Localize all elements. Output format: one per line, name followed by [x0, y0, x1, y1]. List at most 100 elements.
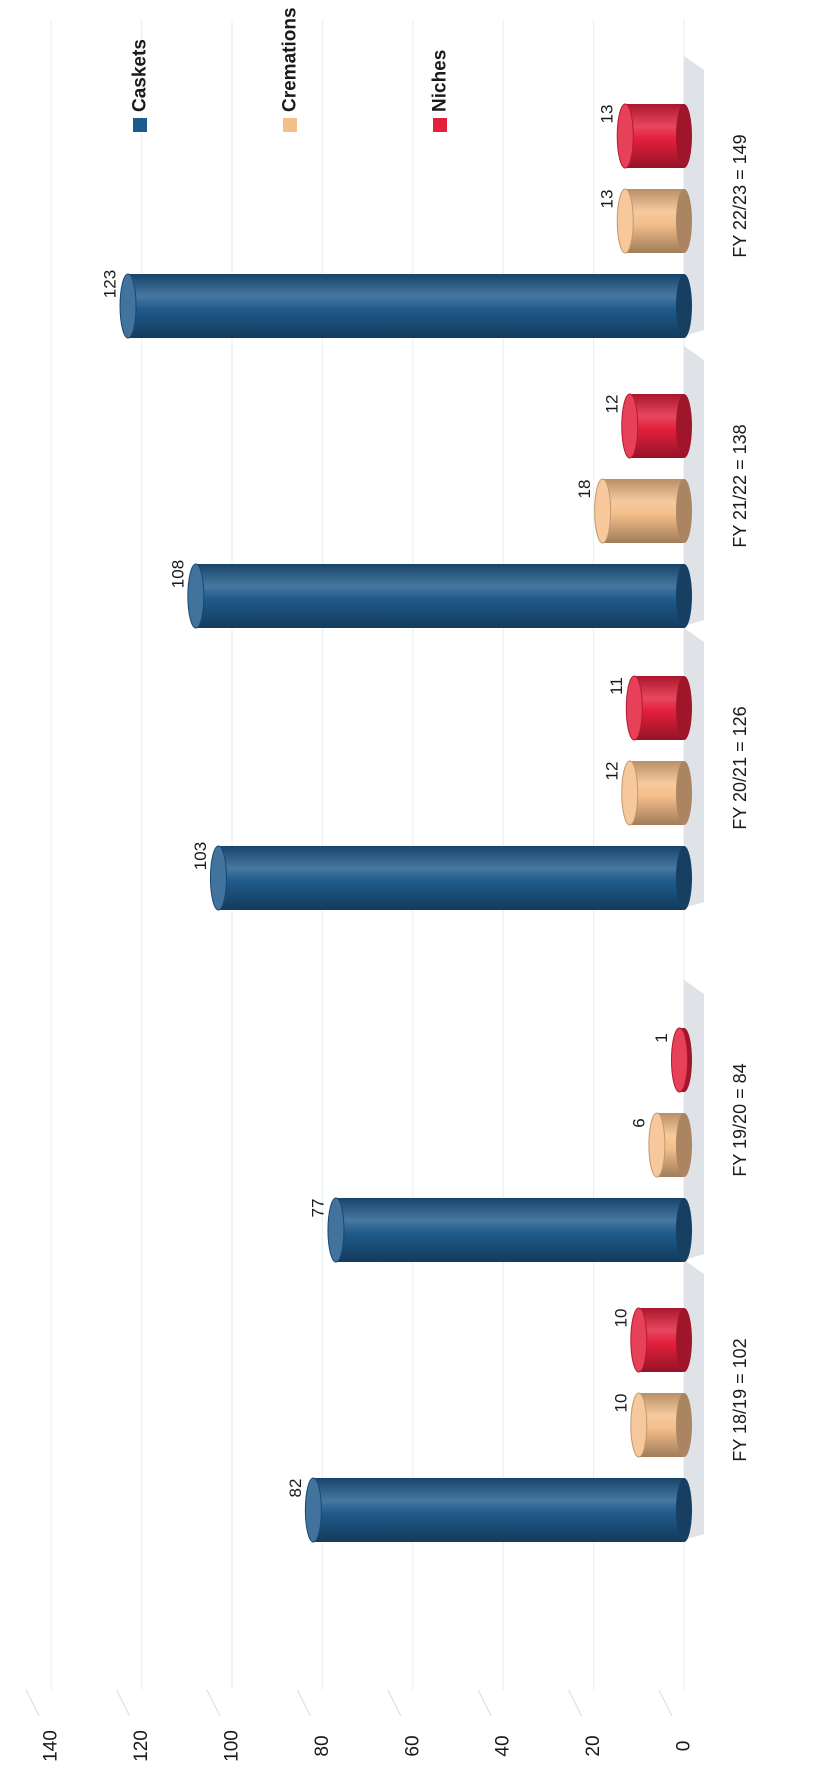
gridline-perspective: [387, 1689, 402, 1717]
bar-base: [676, 274, 692, 338]
legend-swatch: [133, 118, 147, 132]
value-axis-tick-label: 120: [131, 1730, 152, 1762]
category-label: FY 22/23 = 149: [730, 134, 750, 257]
bar-niches-4: [616, 103, 692, 169]
bar-cremations-4: [616, 188, 692, 254]
bar-niches-1: [670, 1027, 692, 1093]
gridline-perspective: [568, 1689, 583, 1717]
legend-label: Cremations: [280, 7, 301, 112]
bar-base: [676, 676, 692, 740]
data-label: 123: [101, 270, 120, 298]
value-axis-tick-label: 100: [222, 1730, 243, 1762]
value-axis-tick-label: 20: [583, 1735, 604, 1756]
data-label: 82: [286, 1479, 305, 1498]
legend-label: Niches: [430, 50, 451, 112]
bar-body: [335, 1198, 684, 1262]
data-label: 6: [629, 1118, 648, 1127]
bar-body: [625, 104, 684, 168]
bar-cremations-3: [594, 478, 692, 544]
gridline-perspective: [116, 1689, 131, 1717]
legend-entry-niches: Niches: [430, 50, 451, 132]
bar-body: [629, 761, 684, 825]
bar-caskets-2: [209, 845, 692, 911]
bar-body: [313, 1478, 684, 1542]
value-axis-tick-label: 80: [312, 1735, 333, 1756]
gridline-perspective: [25, 1689, 40, 1717]
bar-niches-3: [621, 393, 692, 459]
bar-base: [676, 564, 692, 628]
data-label: 10: [611, 1309, 630, 1328]
data-label: 11: [607, 677, 626, 695]
bar-base: [676, 846, 692, 910]
value-axis-tick-label: 40: [493, 1735, 514, 1756]
bar-base: [676, 1478, 692, 1542]
bar-cap: [621, 760, 639, 826]
bar-cap: [648, 1112, 666, 1178]
gridline-perspective: [477, 1689, 492, 1717]
bar-body: [195, 564, 684, 628]
bar-cap: [670, 1027, 688, 1093]
bar-cap: [327, 1197, 345, 1263]
bar-caskets-1: [327, 1197, 692, 1263]
legend-entry-cremations: Cremations: [280, 7, 301, 132]
legend-label: Caskets: [130, 39, 151, 112]
data-label: 108: [168, 560, 187, 588]
data-label: 1: [652, 1033, 671, 1042]
bar-cap: [630, 1307, 648, 1373]
bar-cremations-2: [621, 760, 692, 826]
bar-cremations-1: [648, 1112, 692, 1178]
bar-cap: [625, 675, 643, 741]
legend-swatch: [283, 118, 297, 132]
bar-base: [676, 189, 692, 253]
bar-cap: [594, 478, 612, 544]
bar-cap: [621, 393, 639, 459]
bar-cap: [616, 103, 634, 169]
data-label: 18: [575, 480, 594, 499]
bar-base: [676, 394, 692, 458]
bar-base: [676, 479, 692, 543]
bar-cap: [304, 1477, 322, 1543]
category-label: FY 19/20 = 84: [730, 1063, 750, 1176]
category-label: FY 20/21 = 126: [730, 706, 750, 829]
legend-swatch: [433, 118, 447, 132]
data-label: 10: [611, 1394, 630, 1413]
bar-body: [218, 846, 684, 910]
bar-cap: [119, 273, 137, 339]
bar-base: [676, 1393, 692, 1457]
bar-caskets-3: [187, 563, 692, 629]
bar-base: [676, 1198, 692, 1262]
bar-body: [625, 189, 684, 253]
gridline-perspective: [658, 1689, 673, 1717]
bar-cap: [616, 188, 634, 254]
bar-cremations-0: [630, 1392, 692, 1458]
bar-cap: [187, 563, 205, 629]
bar-base: [676, 104, 692, 168]
value-axis-tick-label: 60: [402, 1735, 423, 1756]
data-label: 77: [308, 1199, 327, 1218]
data-label: 12: [602, 395, 621, 414]
gridline-perspective: [206, 1689, 221, 1717]
bar-body: [629, 394, 684, 458]
bar-caskets-4: [119, 273, 692, 339]
bar-base: [676, 1308, 692, 1372]
bar-body: [128, 274, 685, 338]
bar-base: [676, 761, 692, 825]
data-label: 13: [598, 105, 617, 124]
bar-caskets-0: [304, 1477, 692, 1543]
bar-cap: [209, 845, 227, 911]
bar-body: [602, 479, 684, 543]
gridline-perspective: [296, 1689, 311, 1717]
data-label: 12: [602, 762, 621, 781]
bar-niches-0: [630, 1307, 692, 1373]
bar-cap: [630, 1392, 648, 1458]
bar-niches-2: [625, 675, 692, 741]
bar-base: [676, 1113, 692, 1177]
data-label: 13: [598, 190, 617, 209]
legend-entry-caskets: Caskets: [130, 39, 151, 132]
category-label: FY 18/19 = 102: [730, 1338, 750, 1461]
value-axis-tick-label: 0: [674, 1741, 695, 1752]
category-label: FY 21/22 = 138: [730, 424, 750, 547]
data-label: 103: [191, 842, 210, 870]
